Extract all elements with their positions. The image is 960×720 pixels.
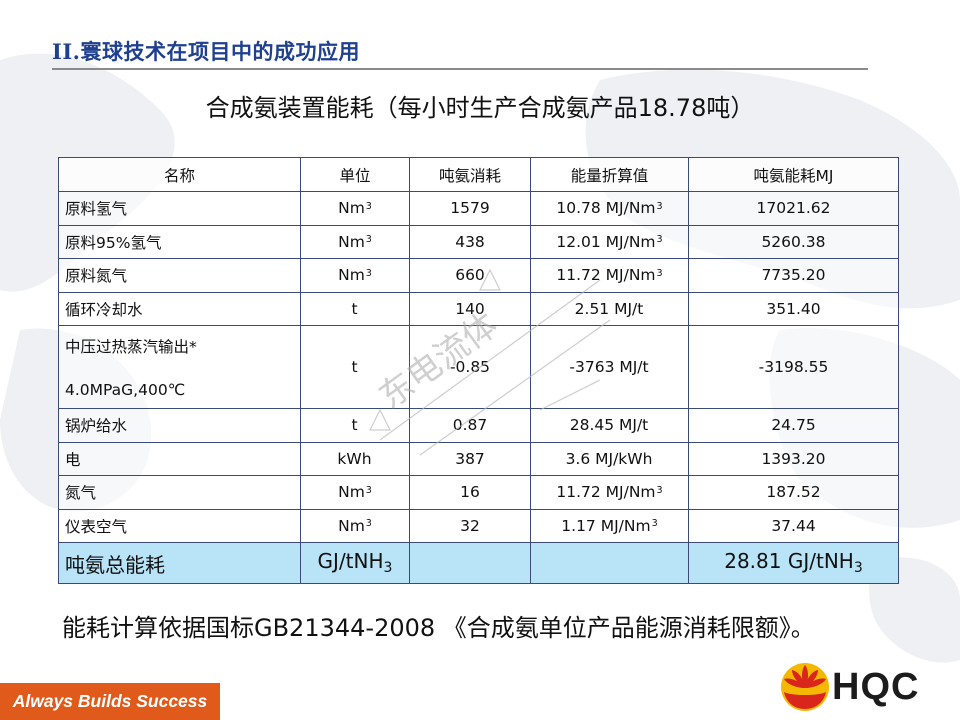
logo-text: HQC <box>832 666 920 708</box>
row-energy: -3198.55 <box>688 325 899 409</box>
footnote: 能耗计算依据国标GB21344-2008 《合成氨单位产品能源消耗限额》。 <box>62 614 815 642</box>
row-unit: Nm3 <box>300 224 410 259</box>
table-row: 中压过热蒸汽输出* 4.0MPaG,400℃ t -0.85 -3763 MJ/… <box>58 325 899 409</box>
row-consumption: 1579 <box>409 191 531 226</box>
total-consumption <box>409 542 531 584</box>
energy-consumption-table: 名称 单位 吨氨消耗 能量折算值 吨氨能耗MJ 原料氢气 Nm3 1579 10… <box>58 157 899 584</box>
header-conversion-factor: 能量折算值 <box>530 157 689 192</box>
company-logo: HQC <box>780 662 940 714</box>
row-unit: t <box>300 408 410 443</box>
table-row: 原料氮气 Nm3 660 11.72 MJ/Nm3 7735.20 <box>58 258 899 293</box>
row-energy: 187.52 <box>688 475 899 510</box>
table-caption: 合成氨装置能耗（每小时生产合成氨产品18.78吨） <box>205 94 755 122</box>
row-factor: 2.51 MJ/t <box>530 291 689 326</box>
total-factor <box>530 542 689 584</box>
row-energy: 5260.38 <box>688 224 899 259</box>
table-row: 循环冷却水 t 140 2.51 MJ/t 351.40 <box>58 291 899 326</box>
row-unit: Nm3 <box>300 508 410 543</box>
header-unit: 单位 <box>300 157 410 192</box>
table-row: 氮气 Nm3 16 11.72 MJ/Nm3 187.52 <box>58 475 899 510</box>
table-row: 仪表空气 Nm3 32 1.17 MJ/Nm3 37.44 <box>58 508 899 543</box>
table-total-row: 吨氨总能耗 GJ/tNH3 28.81 GJ/tNH3 <box>58 542 899 584</box>
row-factor: 11.72 MJ/Nm3 <box>530 258 689 293</box>
header-name: 名称 <box>58 157 301 192</box>
header-energy: 吨氨能耗MJ <box>688 157 899 192</box>
row-name: 仪表空气 <box>58 508 301 543</box>
row-unit: t <box>300 291 410 326</box>
row-factor: -3763 MJ/t <box>530 325 689 409</box>
row-factor: 1.17 MJ/Nm3 <box>530 508 689 543</box>
table-row: 锅炉给水 t 0.87 28.45 MJ/t 24.75 <box>58 408 899 443</box>
row-consumption: 387 <box>409 441 531 476</box>
table-row: 原料氢气 Nm3 1579 10.78 MJ/Nm3 17021.62 <box>58 191 899 226</box>
total-energy: 28.81 GJ/tNH3 <box>688 542 899 584</box>
row-energy: 24.75 <box>688 408 899 443</box>
row-energy: 7735.20 <box>688 258 899 293</box>
row-name: 电 <box>58 441 301 476</box>
row-energy: 351.40 <box>688 291 899 326</box>
table-row: 原料95%氢气 Nm3 438 12.01 MJ/Nm3 5260.38 <box>58 224 899 259</box>
row-unit: Nm3 <box>300 475 410 510</box>
row-factor: 3.6 MJ/kWh <box>530 441 689 476</box>
row-name: 原料95%氢气 <box>58 224 301 259</box>
row-consumption: 140 <box>409 291 531 326</box>
row-factor: 12.01 MJ/Nm3 <box>530 224 689 259</box>
row-name: 循环冷却水 <box>58 291 301 326</box>
row-factor: 28.45 MJ/t <box>530 408 689 443</box>
row-consumption: 0.87 <box>409 408 531 443</box>
row-factor: 11.72 MJ/Nm3 <box>530 475 689 510</box>
row-energy: 17021.62 <box>688 191 899 226</box>
slogan-banner: Always Builds Success <box>0 683 220 720</box>
table-row: 电 kWh 387 3.6 MJ/kWh 1393.20 <box>58 441 899 476</box>
row-unit: Nm3 <box>300 258 410 293</box>
row-consumption: 660 <box>409 258 531 293</box>
row-name: 氮气 <box>58 475 301 510</box>
row-name: 原料氢气 <box>58 191 301 226</box>
row-name: 锅炉给水 <box>58 408 301 443</box>
row-name-line1: 中压过热蒸汽输出* <box>65 338 197 356</box>
row-energy: 37.44 <box>688 508 899 543</box>
row-energy: 1393.20 <box>688 441 899 476</box>
row-unit: kWh <box>300 441 410 476</box>
row-unit: t <box>300 325 410 409</box>
title-divider <box>52 68 868 70</box>
slide-title: II.寰球技术在项目中的成功应用 <box>52 39 360 64</box>
row-name: 中压过热蒸汽输出* 4.0MPaG,400℃ <box>58 325 301 409</box>
row-name-line2: 4.0MPaG,400℃ <box>65 381 186 399</box>
total-name: 吨氨总能耗 <box>58 542 301 584</box>
row-unit: Nm3 <box>300 191 410 226</box>
total-unit: GJ/tNH3 <box>300 542 410 584</box>
row-consumption: 438 <box>409 224 531 259</box>
row-consumption: 16 <box>409 475 531 510</box>
petal-logo-icon <box>781 663 829 711</box>
row-consumption: -0.85 <box>409 325 531 409</box>
row-consumption: 32 <box>409 508 531 543</box>
table-header-row: 名称 单位 吨氨消耗 能量折算值 吨氨能耗MJ <box>58 157 899 192</box>
header-consumption: 吨氨消耗 <box>409 157 531 192</box>
row-name: 原料氮气 <box>58 258 301 293</box>
row-factor: 10.78 MJ/Nm3 <box>530 191 689 226</box>
